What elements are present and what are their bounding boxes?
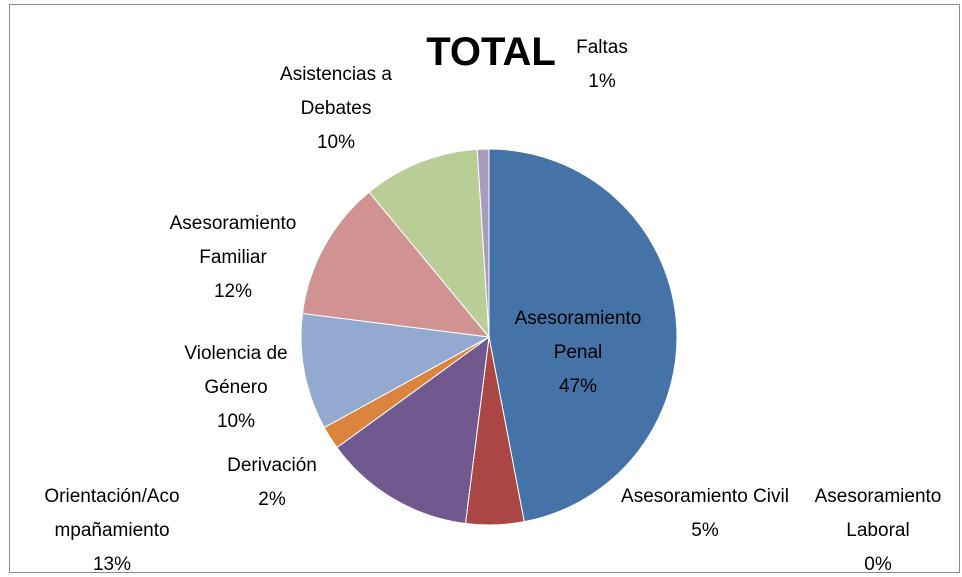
- slice-label: Violencia de Género 10%: [166, 337, 306, 439]
- chart-title: TOTAL: [426, 30, 556, 74]
- value-label: 0%: [864, 554, 892, 575]
- slice-label: Asistencias a Debates 10%: [266, 58, 406, 160]
- slice-label: Asesoramiento Laboral 0%: [793, 480, 962, 577]
- pie-slice: [368, 148, 490, 339]
- category-label: Asesoramiento Penal: [514, 308, 642, 363]
- pie-slice: [476, 148, 490, 338]
- value-label: 2%: [258, 489, 286, 510]
- value-label: 12%: [213, 281, 253, 302]
- category-label: Asesoramiento Laboral: [814, 486, 942, 541]
- value-label: 47%: [558, 376, 598, 397]
- slice-label: Asesoramiento Civil 5%: [620, 480, 790, 548]
- value-label: 13%: [92, 554, 132, 575]
- slice-label: Orientación/Acompañamiento 13%: [42, 480, 182, 577]
- value-label: 10%: [216, 411, 256, 432]
- value-label: 10%: [316, 132, 356, 153]
- pie-slice: [336, 335, 490, 525]
- pie-slice: [301, 191, 491, 338]
- category-label: Faltas: [576, 37, 628, 58]
- value-label: 1%: [588, 71, 616, 92]
- category-label: Asistencias a Debates: [280, 64, 392, 119]
- pie-slice: [488, 148, 678, 523]
- category-label: Asesoramiento Familiar: [169, 213, 297, 268]
- slice-label: Faltas 1%: [562, 31, 642, 99]
- category-label: Orientación/Acompañamiento: [44, 486, 180, 541]
- category-label: Violencia de Género: [184, 343, 288, 398]
- pie-slice: [300, 312, 491, 429]
- value-label: 5%: [691, 520, 719, 541]
- slice-label: Asesoramiento Penal 47%: [498, 302, 658, 404]
- slice-label: Asesoramiento Familiar 12%: [148, 207, 318, 309]
- slice-label: Derivación 2%: [207, 449, 337, 517]
- category-label: Asesoramiento Civil: [621, 486, 789, 507]
- category-label: Derivación: [227, 455, 317, 476]
